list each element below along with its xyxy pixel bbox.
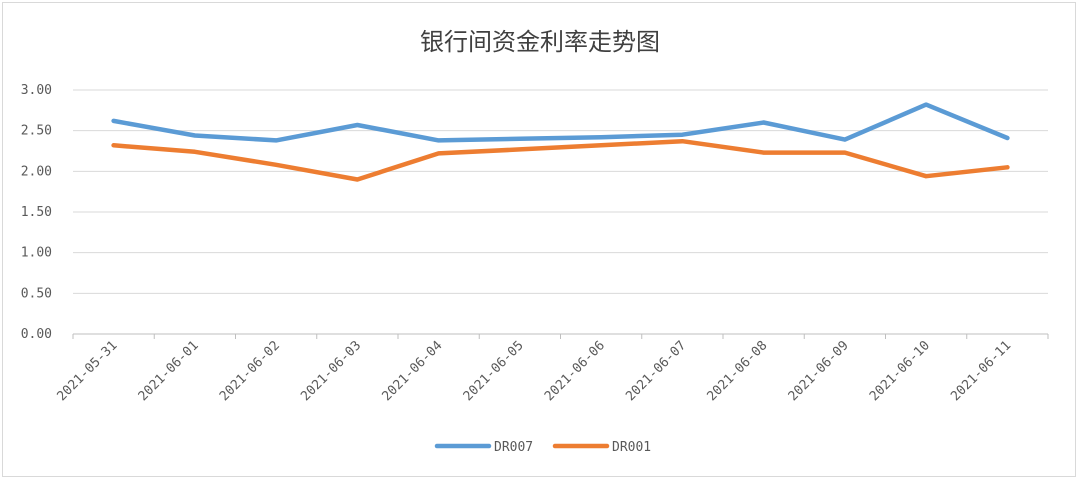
- x-axis-ticks: 2021-05-31 2021-06-01 2021-06-02 2021-06-03…: [54, 334, 1049, 404]
- y-tick-label: 3.00: [21, 83, 52, 98]
- x-tick-label: 2021-06-02: [217, 338, 283, 404]
- y-tick-label: 0.50: [21, 286, 52, 301]
- x-tick-label: 2021-06-10: [867, 338, 933, 404]
- y-tick-label: 1.00: [21, 246, 52, 261]
- series-line-dr001: [111, 138, 1010, 182]
- x-tick-label: 2021-06-01: [136, 338, 202, 404]
- legend-label-dr007: DR007: [494, 440, 533, 455]
- chart-title: 银行间资金利率走势图: [420, 28, 660, 56]
- x-tick-label: 2021-06-09: [786, 338, 852, 404]
- y-tick-label: 2.00: [21, 164, 52, 179]
- y-tick-label: 0.00: [21, 327, 52, 342]
- y-tick-label: 1.50: [21, 205, 52, 220]
- x-tick-label: 2021-05-31: [54, 338, 120, 404]
- x-tick-label: 2021-06-06: [542, 338, 608, 404]
- y-axis-ticks: 3.00 2.50 2.00 1.50 1.00 0.50 0.00: [21, 83, 52, 342]
- x-tick-label: 2021-06-03: [298, 338, 364, 404]
- y-tick-label: 2.50: [21, 124, 52, 139]
- x-tick-label: 2021-06-04: [379, 338, 445, 404]
- series-line-dr007: [111, 102, 1010, 143]
- x-tick-label: 2021-06-11: [948, 338, 1014, 404]
- gridlines: [73, 89, 1048, 335]
- x-tick-label: 2021-06-08: [704, 338, 770, 404]
- x-tick-label: 2021-06-05: [461, 338, 527, 404]
- legend: DR007 DR001: [434, 440, 651, 455]
- legend-label-dr001: DR001: [612, 440, 651, 455]
- series-lines: [111, 102, 1010, 182]
- x-tick-label: 2021-06-07: [623, 338, 689, 404]
